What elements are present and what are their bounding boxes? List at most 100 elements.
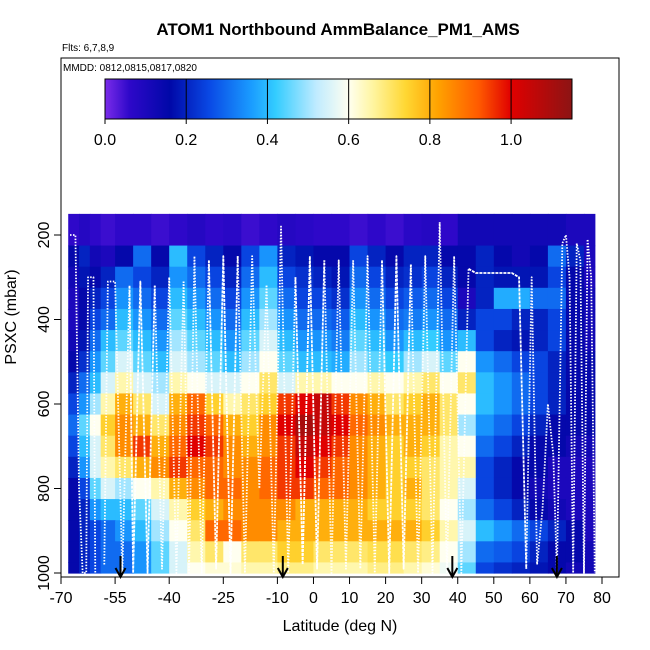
heatmap-cell <box>421 351 441 373</box>
heatmap-cell <box>403 287 423 310</box>
flight-profile-line <box>556 234 596 574</box>
heatmap-cell <box>68 308 80 331</box>
heatmap-cell <box>547 477 567 500</box>
heatmap-cell <box>529 414 549 437</box>
heatmap-cell <box>421 414 441 437</box>
heatmap-cell <box>511 393 531 416</box>
heatmap-cell <box>475 435 495 458</box>
heatmap-cell <box>511 435 531 458</box>
heatmap-cell <box>547 541 567 564</box>
heatmap-cell <box>151 213 170 247</box>
heatmap-cell <box>511 477 531 500</box>
heatmap-cell <box>259 414 278 437</box>
heatmap-cell <box>89 266 102 289</box>
heatmap-cell <box>403 477 423 500</box>
x-tick-label: 60 <box>521 590 539 607</box>
heatmap-cell <box>331 477 351 500</box>
heatmap-cell <box>100 435 116 458</box>
x-axis: -70 -55 -40 -25 -10 0 10 20 30 40 50 60 70 80 <box>49 577 611 607</box>
heatmap-cell <box>295 308 315 331</box>
heatmap-cell <box>493 351 513 373</box>
heatmap-cell <box>100 393 116 416</box>
heatmap-cell <box>187 287 206 310</box>
heatmap-cell <box>100 351 116 373</box>
heatmap-cell <box>403 456 423 479</box>
heatmap-cell <box>277 330 297 352</box>
heatmap-cell <box>367 541 387 564</box>
heatmap-cell <box>475 499 495 521</box>
heatmap-cell <box>457 456 477 479</box>
heatmap-cell <box>547 414 567 437</box>
heatmap-cell <box>89 520 102 542</box>
heatmap-cell <box>565 287 585 310</box>
heatmap-cell <box>349 351 369 373</box>
x-tick-label: 40 <box>449 590 467 607</box>
heatmap-cell <box>439 372 459 395</box>
heatmap-cell <box>68 414 80 437</box>
heatmap-cell <box>169 213 188 247</box>
heatmap-cell <box>421 435 441 458</box>
heatmap-cell <box>79 520 91 542</box>
heatmap-cell <box>529 266 549 289</box>
heatmap-cell <box>367 414 387 437</box>
heatmap-cell <box>151 520 170 542</box>
heatmap-cell <box>295 393 315 416</box>
heatmap-cell <box>403 499 423 521</box>
heatmap-cell <box>133 499 152 521</box>
heatmap-cell <box>241 245 260 268</box>
heatmap-cell <box>457 562 477 574</box>
colorbar-tick-label: 1.0 <box>500 132 522 149</box>
heatmap-cell <box>115 541 134 564</box>
heatmap-cell <box>547 245 567 268</box>
heatmap-cell <box>100 372 116 395</box>
heatmap-cell <box>115 372 134 395</box>
heatmap-cell <box>223 562 242 574</box>
heatmap-cell <box>565 562 585 574</box>
x-tick-label: -25 <box>212 590 235 607</box>
heatmap-cell <box>583 330 596 352</box>
heatmap-cells <box>68 213 596 574</box>
heatmap-cell <box>100 456 116 479</box>
heatmap-cell <box>205 245 224 268</box>
heatmap-cell <box>493 308 513 331</box>
heatmap-cell <box>367 372 387 395</box>
heatmap-cell <box>583 245 596 268</box>
heatmap-cell <box>457 330 477 352</box>
heatmap-cell <box>457 266 477 289</box>
heatmap-cell <box>68 372 80 395</box>
heatmap-cell <box>583 520 596 542</box>
heatmap-cell <box>403 562 423 574</box>
heatmap-cell <box>349 435 369 458</box>
heatmap-cell <box>313 266 333 289</box>
heatmap-cell <box>331 435 351 458</box>
heatmap-cell <box>100 499 116 521</box>
heatmap-cell <box>79 499 91 521</box>
heatmap-cell <box>100 477 116 500</box>
heatmap-cell <box>68 499 80 521</box>
heatmap-cell <box>277 372 297 395</box>
heatmap-cell <box>385 351 405 373</box>
heatmap-cell <box>475 308 495 331</box>
flight-profile-line <box>207 255 239 574</box>
heatmap-cell <box>475 562 495 574</box>
x-tick-label: 20 <box>377 590 395 607</box>
heatmap-cell <box>277 308 297 331</box>
heatmap-cell <box>68 393 80 416</box>
heatmap-cell <box>349 245 369 268</box>
heatmap-cell <box>205 213 224 247</box>
heatmap-cell <box>439 520 459 542</box>
heatmap-cell <box>295 520 315 542</box>
heatmap-cell <box>511 562 531 574</box>
heatmap-cell <box>475 351 495 373</box>
heatmap-cell <box>475 393 495 416</box>
heatmap-cell <box>367 393 387 416</box>
heatmap-cell <box>565 245 585 268</box>
heatmap-cell <box>151 372 170 395</box>
heatmap-cell <box>547 393 567 416</box>
heatmap-cell <box>331 287 351 310</box>
heatmap-cell <box>68 562 80 574</box>
heatmap-cell <box>331 266 351 289</box>
flight-profiles <box>70 222 596 574</box>
heatmap-cell <box>439 213 459 247</box>
heatmap-cell <box>100 308 116 331</box>
